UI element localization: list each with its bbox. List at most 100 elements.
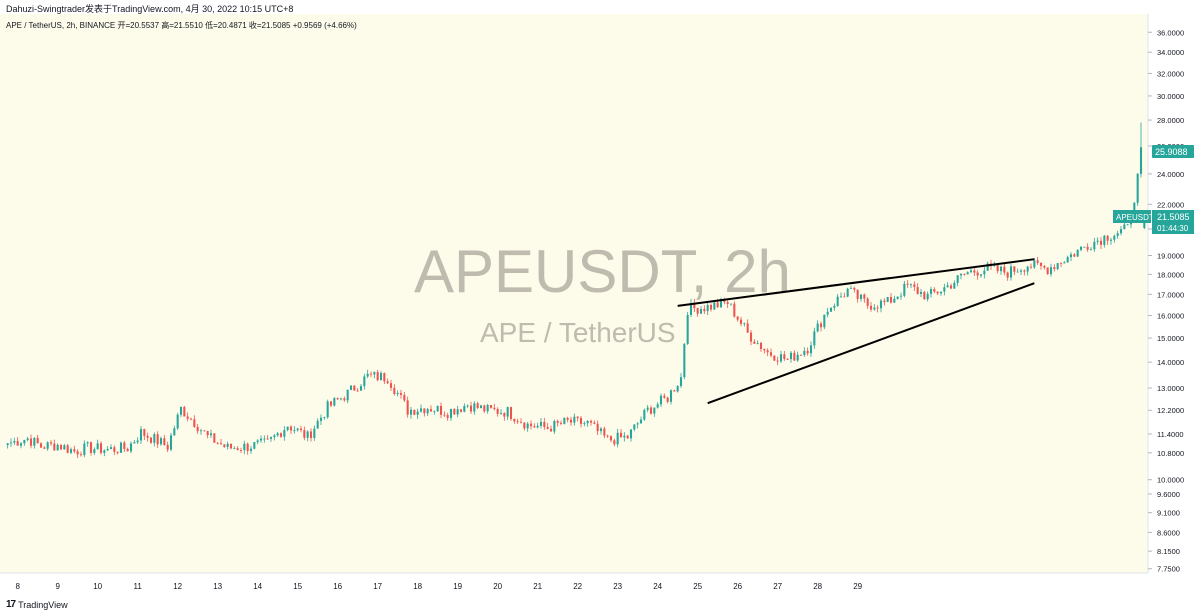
candle-body bbox=[346, 389, 349, 401]
candle-body bbox=[293, 430, 296, 431]
candle-body bbox=[406, 400, 409, 415]
tradingview-logo-icon: 17 bbox=[6, 599, 16, 610]
candle-body bbox=[933, 289, 936, 292]
price-axis[interactable]: 36.000034.000032.000030.000028.000026.00… bbox=[1148, 28, 1184, 574]
candle-body bbox=[46, 442, 49, 449]
candle-body bbox=[646, 407, 649, 410]
candle-body bbox=[463, 406, 466, 412]
candle-body bbox=[289, 426, 293, 431]
candle-body bbox=[546, 427, 549, 429]
chart-frame[interactable]: APE / TetherUS, 2h, BINANCE 开=20.5537 高=… bbox=[0, 14, 1200, 614]
x-tick-label: 14 bbox=[253, 582, 262, 591]
candle-body bbox=[1079, 246, 1083, 250]
candle-body bbox=[403, 394, 406, 401]
y-tick-label: 10.8000 bbox=[1157, 449, 1184, 458]
candle-body bbox=[843, 296, 846, 298]
candle-body bbox=[776, 360, 779, 362]
candle-body bbox=[339, 398, 343, 400]
candle-body bbox=[973, 270, 976, 273]
candle-body bbox=[253, 442, 256, 449]
candle-body bbox=[909, 284, 913, 286]
candle-body bbox=[919, 291, 923, 295]
candle-body bbox=[1123, 224, 1126, 230]
candle-body bbox=[996, 264, 999, 272]
candle-body bbox=[186, 416, 189, 419]
candle-body bbox=[133, 442, 136, 444]
candle-body bbox=[999, 266, 1003, 272]
candle-body bbox=[1049, 267, 1053, 275]
candle-body bbox=[773, 355, 776, 361]
candle-body bbox=[713, 302, 716, 310]
candle-body bbox=[636, 423, 639, 425]
candle-body bbox=[106, 448, 109, 451]
candle-body bbox=[423, 408, 426, 414]
trendlines-layer[interactable] bbox=[677, 258, 1035, 405]
candle-body bbox=[336, 398, 339, 400]
lower-wedge-line[interactable] bbox=[707, 282, 1035, 405]
candles-layer bbox=[6, 122, 1146, 459]
candle-body bbox=[266, 438, 269, 440]
candle-body bbox=[353, 385, 356, 391]
candle-body bbox=[629, 429, 633, 439]
candle-body bbox=[383, 373, 386, 382]
x-tick-label: 13 bbox=[213, 582, 222, 591]
candle-body bbox=[159, 438, 163, 445]
candle-body bbox=[29, 438, 33, 446]
candle-body bbox=[726, 302, 729, 304]
candle-body bbox=[1136, 173, 1139, 203]
candle-body bbox=[1109, 239, 1113, 241]
tradingview-brand[interactable]: 17 TradingView bbox=[6, 599, 68, 610]
candle-body bbox=[876, 307, 879, 309]
candle-body bbox=[409, 409, 413, 415]
candle-body bbox=[103, 450, 106, 453]
x-tick-label: 26 bbox=[733, 582, 742, 591]
candle-body bbox=[23, 440, 26, 444]
candle-body bbox=[769, 352, 773, 356]
candle-body bbox=[139, 429, 143, 441]
candle-body bbox=[93, 449, 96, 453]
y-tick-label: 7.7500 bbox=[1157, 565, 1180, 574]
y-tick-label: 30.0000 bbox=[1157, 92, 1184, 101]
x-tick-label: 8 bbox=[15, 582, 20, 591]
candle-body bbox=[756, 342, 759, 344]
candle-body bbox=[349, 385, 353, 390]
candle-body bbox=[666, 397, 669, 402]
candle-body bbox=[319, 417, 323, 421]
upper-wedge-line[interactable] bbox=[677, 258, 1035, 307]
candle-body bbox=[1033, 260, 1036, 268]
candle-body bbox=[589, 420, 593, 423]
candle-body bbox=[559, 422, 563, 424]
y-tick-label: 8.1500 bbox=[1157, 547, 1180, 556]
candle-body bbox=[846, 288, 849, 297]
time-axis[interactable]: 8 9 10 11 12 13 14 15 16 17 18 19 20 21 22 23 24 25 26 27 28… bbox=[15, 582, 862, 591]
candle-body bbox=[439, 405, 443, 415]
candle-body bbox=[89, 442, 93, 453]
candle-body bbox=[969, 270, 973, 273]
candle-body bbox=[766, 350, 769, 353]
candle-body bbox=[833, 305, 836, 308]
last-price-label-text: 21.5085 bbox=[1157, 212, 1190, 222]
candle-body bbox=[806, 350, 809, 354]
candle-body bbox=[376, 372, 379, 381]
candle-body bbox=[479, 405, 483, 408]
chart-svg[interactable]: APE / TetherUS, 2h, BINANCE 开=20.5537 高=… bbox=[0, 14, 1200, 599]
candle-body bbox=[626, 435, 629, 439]
x-tick-label: 17 bbox=[373, 582, 382, 591]
candle-body bbox=[729, 303, 733, 305]
publish-header: Dahuzi-Swingtrader发表于TradingView.com, 4月… bbox=[0, 0, 1200, 14]
y-tick-label: 12.2000 bbox=[1157, 406, 1184, 415]
candle-body bbox=[579, 417, 583, 424]
candle-body bbox=[323, 417, 326, 419]
candle-body bbox=[883, 300, 886, 302]
countdown-text: 01:44:30 bbox=[1157, 224, 1189, 233]
candle-body bbox=[926, 293, 929, 300]
candle-body bbox=[486, 405, 489, 412]
candle-body bbox=[946, 285, 949, 288]
candle-body bbox=[683, 343, 686, 378]
candle-body bbox=[269, 437, 273, 439]
candle-body bbox=[179, 406, 183, 415]
candle-body bbox=[763, 348, 766, 351]
candle-body bbox=[556, 421, 559, 423]
candle-body bbox=[499, 412, 503, 414]
x-tick-label: 9 bbox=[55, 582, 60, 591]
